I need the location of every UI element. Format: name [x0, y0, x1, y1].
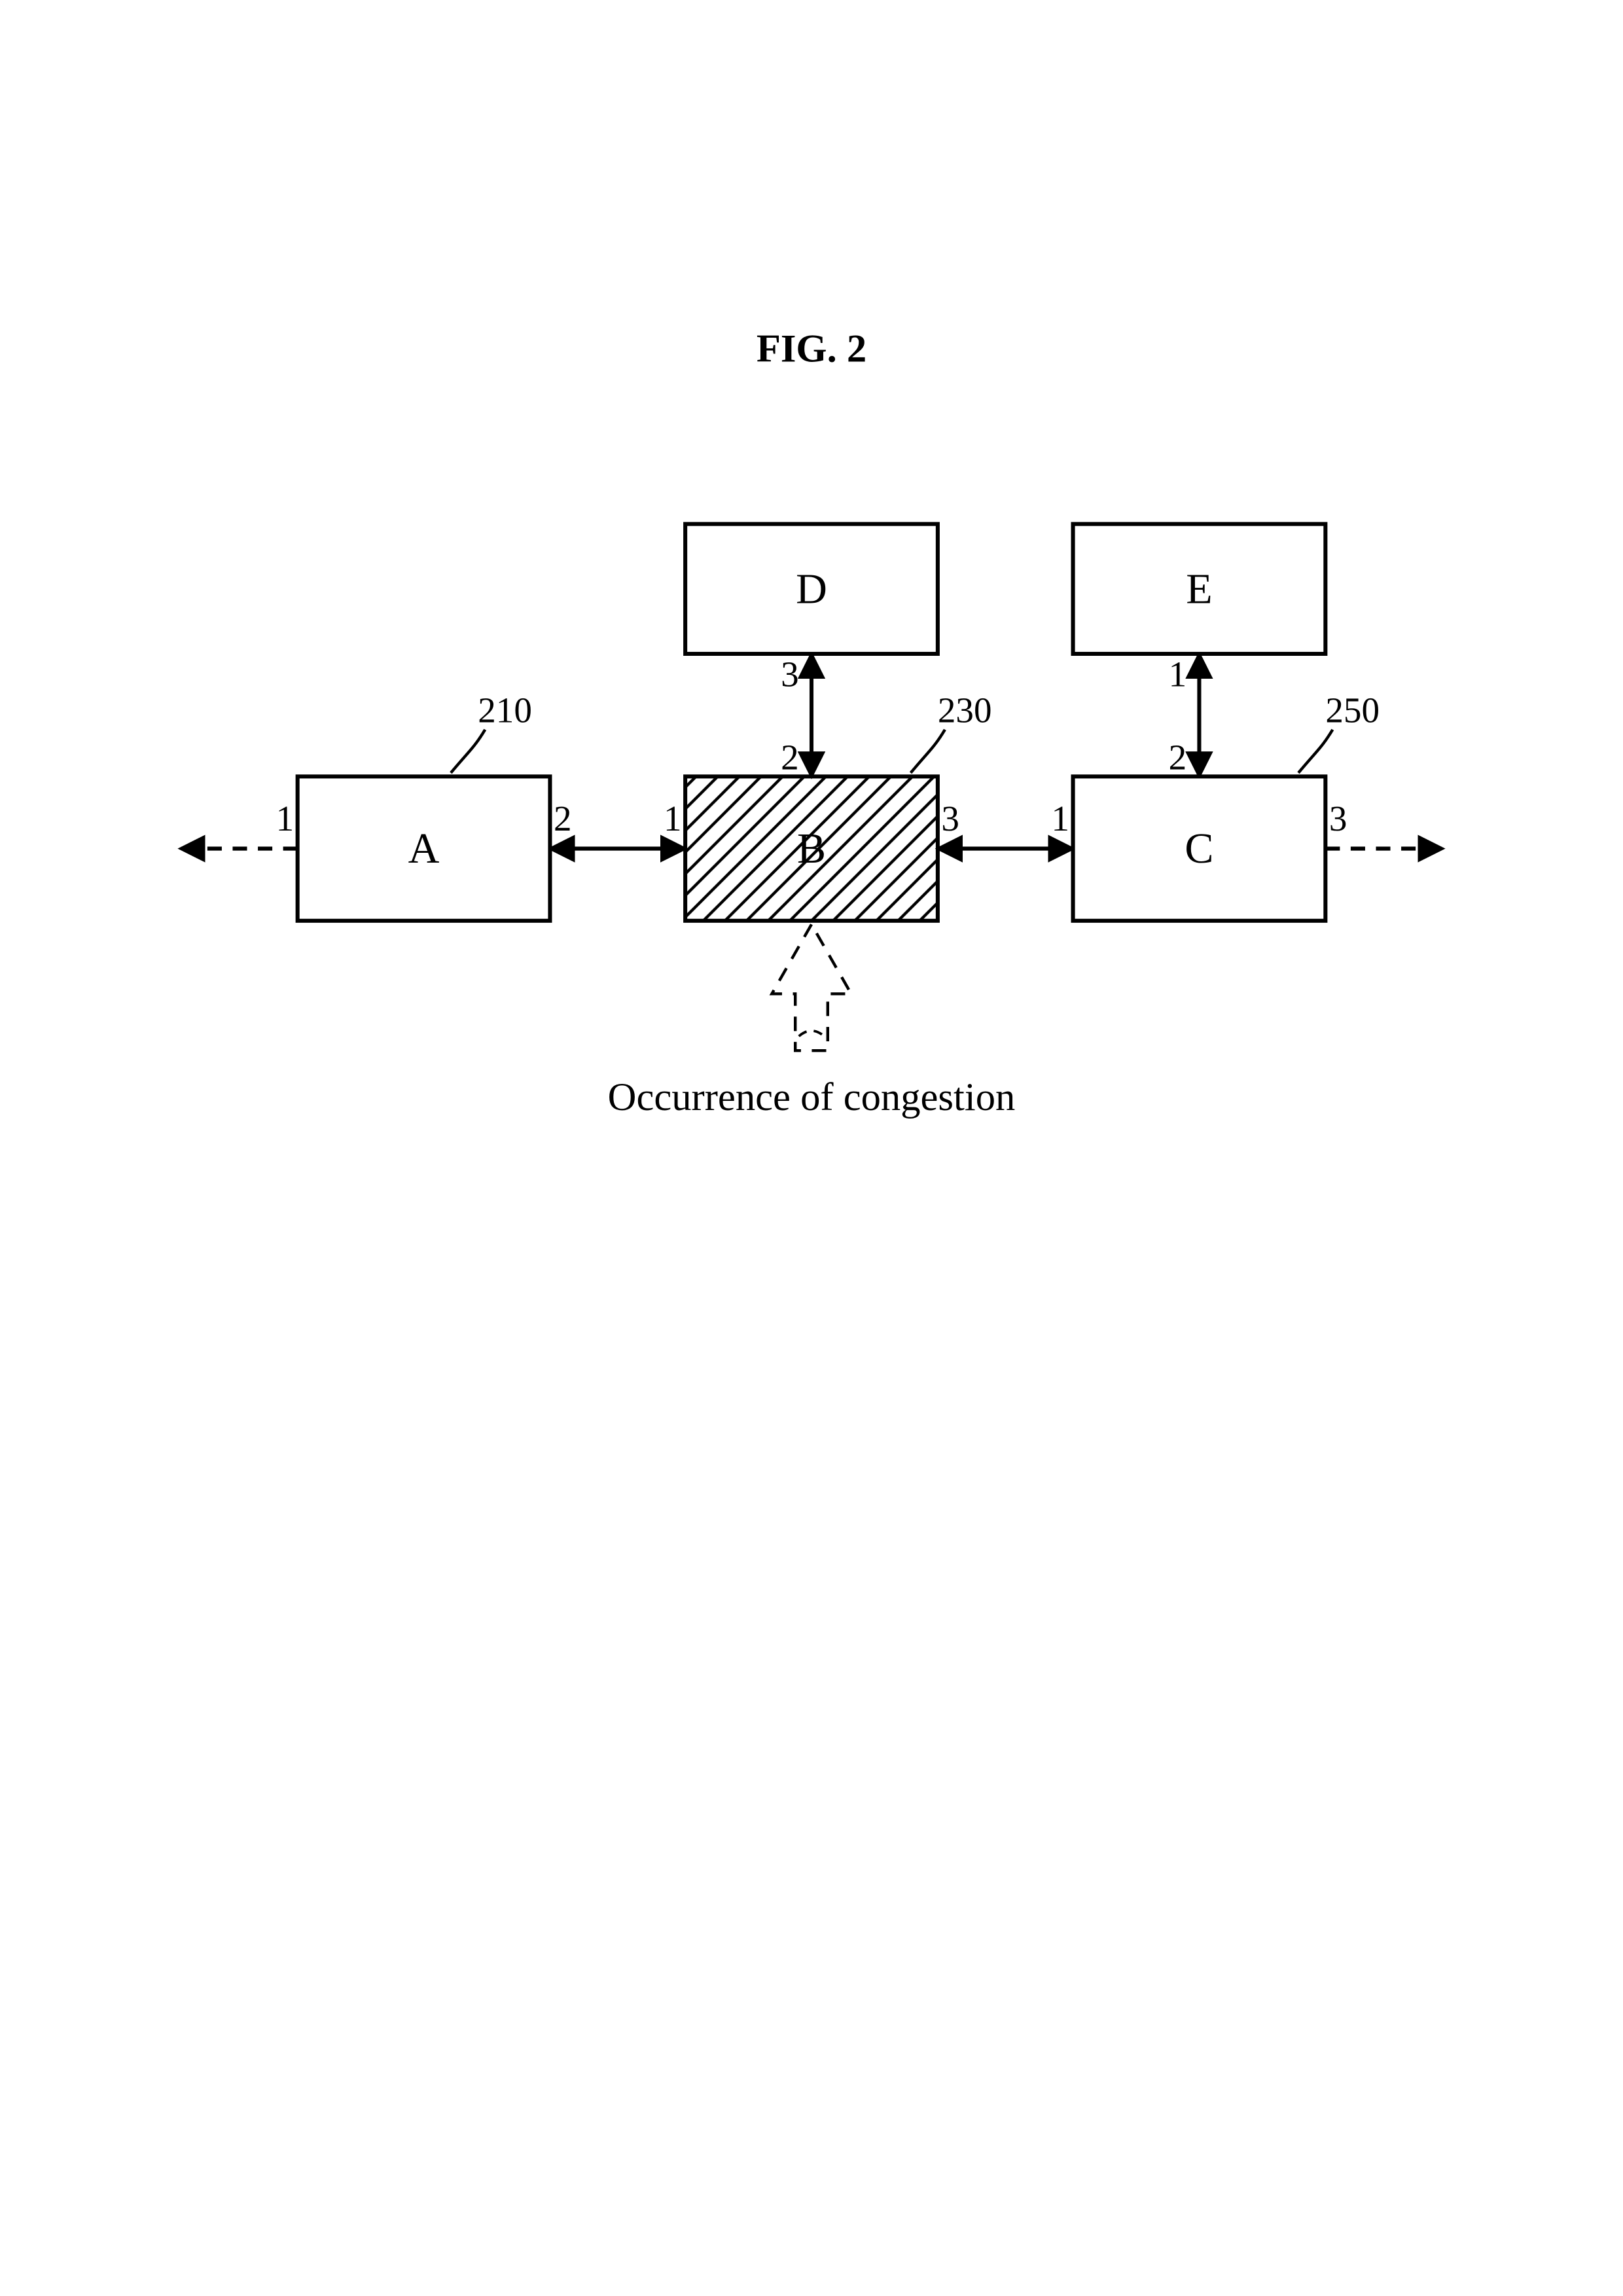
port-label: 3	[781, 655, 799, 694]
ref-tick-230	[911, 730, 945, 773]
port-label: 3	[1329, 798, 1347, 838]
node-D-label: D	[796, 565, 827, 613]
ref-tick-250	[1298, 730, 1332, 773]
ref-tick-210	[451, 730, 485, 773]
ref-label-230: 230	[938, 691, 992, 730]
node-E-label: E	[1186, 565, 1212, 613]
congestion-label: Occurrence of congestion	[608, 1075, 1016, 1119]
figure-2-diagram: FIG. 2 A B C D E 210 230 250 1 2 1 3 1 3 2 3 2 1 Occurrence…	[0, 0, 1623, 2296]
ref-label-250: 250	[1325, 691, 1380, 730]
node-B-label: B	[797, 825, 826, 872]
port-label: 2	[554, 798, 572, 838]
congestion-pointer-inner	[799, 1031, 825, 1036]
node-A-label: A	[408, 825, 440, 872]
figure-title: FIG. 2	[757, 327, 866, 371]
port-label: 2	[1169, 737, 1187, 777]
port-label: 1	[664, 798, 682, 838]
port-label: 2	[781, 737, 799, 777]
node-C-label: C	[1185, 825, 1213, 872]
port-label: 1	[1051, 798, 1069, 838]
congestion-pointer	[772, 924, 851, 1050]
port-label: 3	[941, 798, 959, 838]
port-label: 1	[276, 798, 294, 838]
port-label: 1	[1169, 655, 1187, 694]
ref-label-210: 210	[478, 691, 532, 730]
